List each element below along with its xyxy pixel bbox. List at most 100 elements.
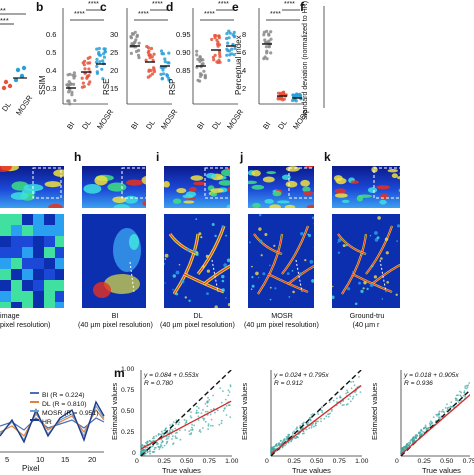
data-point — [87, 57, 90, 60]
x-tick: 0.25 — [418, 458, 431, 465]
data-point — [171, 438, 173, 440]
significance-stars: **** — [204, 11, 215, 18]
data-point — [159, 73, 162, 76]
data-point — [198, 415, 200, 417]
data-point — [4, 80, 8, 84]
data-point — [269, 51, 272, 54]
data-point — [88, 61, 91, 64]
data-point — [172, 443, 174, 445]
data-point — [306, 429, 308, 431]
data-point — [273, 447, 275, 449]
data-point — [211, 419, 213, 421]
data-point — [147, 49, 150, 52]
data-point — [205, 411, 207, 413]
caption-line: (40 µm pixel resolution) — [244, 320, 318, 329]
data-point — [230, 384, 232, 386]
data-point — [191, 424, 193, 426]
data-point — [161, 445, 163, 447]
data-point — [73, 99, 76, 102]
data-point — [204, 75, 207, 78]
y-tick: 1.00 — [121, 366, 134, 373]
category-label: MOSR — [159, 108, 179, 132]
y-tick: 15 — [110, 84, 118, 93]
data-point — [221, 422, 223, 424]
data-point — [174, 428, 176, 430]
data-point — [413, 437, 415, 439]
data-point — [348, 398, 350, 400]
data-point — [459, 394, 461, 396]
data-point — [101, 59, 104, 62]
data-point — [321, 410, 323, 412]
data-point — [190, 433, 192, 435]
category-label: DL — [210, 118, 223, 131]
x-tick: 0.75 — [463, 458, 474, 465]
y-tick: 0.5 — [46, 48, 56, 57]
data-point — [441, 411, 443, 413]
x-tick: 0.50 — [310, 458, 323, 465]
y-tick: 20 — [110, 66, 118, 75]
data-point — [202, 417, 204, 419]
data-point — [223, 410, 225, 412]
data-point — [135, 50, 138, 53]
y-axis-label: Standard deviation (normalized to HR) — [302, 1, 309, 120]
data-point — [152, 451, 154, 453]
data-point — [150, 47, 153, 50]
data-point — [329, 401, 331, 403]
data-point — [65, 83, 68, 86]
data-point — [68, 102, 71, 105]
data-point — [328, 413, 330, 415]
data-point — [347, 391, 349, 393]
scatter-strip-plot — [192, 0, 238, 110]
data-point — [67, 99, 70, 102]
data-point — [226, 414, 228, 416]
data-point — [352, 381, 354, 383]
data-point — [158, 446, 160, 448]
data-point — [168, 436, 170, 438]
data-point — [135, 35, 138, 38]
data-point — [196, 412, 198, 414]
data-point — [147, 46, 150, 49]
data-point — [439, 417, 441, 419]
data-point — [293, 430, 295, 432]
y-tick: 30 — [110, 30, 118, 39]
data-point — [229, 404, 231, 406]
data-point — [72, 83, 75, 86]
category-label: MOSR — [95, 108, 115, 132]
category-label: BI — [65, 120, 76, 131]
data-point — [225, 399, 227, 401]
data-point — [409, 440, 411, 442]
data-point — [203, 419, 205, 421]
data-point — [315, 424, 317, 426]
data-point — [464, 385, 466, 387]
data-point — [95, 48, 98, 51]
y-tick: 0.85 — [176, 66, 191, 75]
data-point — [87, 83, 90, 86]
data-point — [439, 411, 441, 413]
data-point — [149, 450, 151, 452]
x-tick: 0.75 — [333, 458, 346, 465]
data-point — [353, 396, 355, 398]
data-point — [167, 438, 169, 440]
data-point — [456, 395, 458, 397]
data-point — [195, 53, 198, 56]
regression-equation: y = 0.018 + 0.905x — [404, 372, 459, 380]
data-point — [201, 412, 203, 414]
category-label: BI — [261, 120, 272, 131]
data-point — [140, 451, 142, 453]
data-point — [325, 415, 327, 417]
data-point — [226, 405, 228, 407]
y-tick: 0.50 — [121, 408, 134, 415]
x-tick: 5 — [5, 455, 9, 464]
data-point — [179, 430, 181, 432]
caption-line: image — [0, 311, 20, 320]
data-point — [22, 66, 26, 70]
data-point — [184, 419, 186, 421]
data-point — [16, 68, 20, 72]
data-point — [269, 30, 272, 33]
y-tick: 0 — [132, 450, 136, 457]
data-point — [95, 58, 98, 61]
data-point — [340, 397, 342, 399]
data-point — [214, 412, 216, 414]
data-point — [262, 57, 265, 60]
data-point — [202, 70, 205, 73]
